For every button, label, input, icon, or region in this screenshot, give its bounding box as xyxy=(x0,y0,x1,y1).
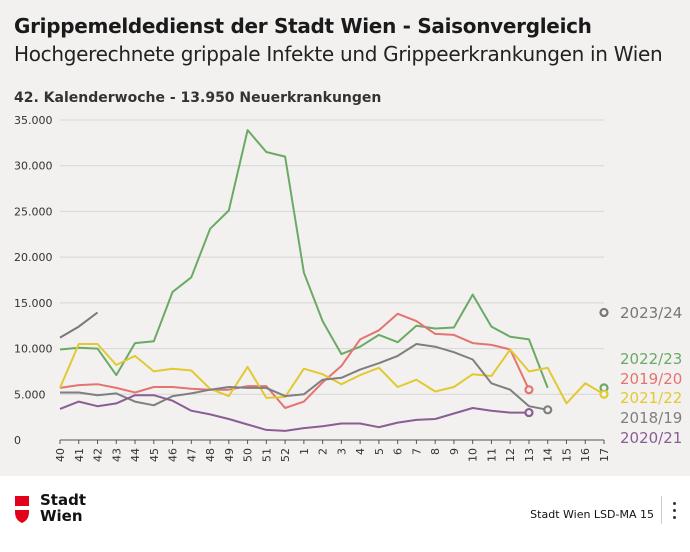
kebab-menu-icon[interactable] xyxy=(661,496,684,524)
series-line xyxy=(59,394,529,432)
legend-label: 2021/22 xyxy=(620,389,682,407)
y-axis-ticks: 0 5.000 10.000 15.000 20.000 25.000 30.000 35.0… xyxy=(14,114,53,447)
x-tick-label: 2 xyxy=(317,448,330,455)
x-tick-label: 46 xyxy=(167,448,180,462)
x-tick-label: 50 xyxy=(242,448,255,462)
x-tick-label: 17 xyxy=(598,448,611,462)
y-tick-label: 0 xyxy=(14,434,21,447)
stadt-wien-logo[interactable]: Stadt Wien xyxy=(14,492,104,532)
x-tick-label: 45 xyxy=(148,448,161,462)
x-tick-label: 40 xyxy=(54,448,67,462)
x-tick-label: 9 xyxy=(448,448,461,455)
legend-label: 2020/21 xyxy=(620,429,682,447)
x-tick-label: 49 xyxy=(223,448,236,462)
x-tick-label: 41 xyxy=(73,448,86,462)
x-tick-label: 52 xyxy=(279,448,292,462)
series-lines xyxy=(59,129,605,432)
series-line xyxy=(59,312,530,409)
menu-dot xyxy=(673,509,676,512)
x-tick-label: 44 xyxy=(129,448,142,462)
chart-subtitle: Hochgerechnete grippale Infekte und Grip… xyxy=(14,42,663,66)
x-tick-label: 15 xyxy=(560,448,573,462)
x-tick-label: 6 xyxy=(392,448,405,455)
x-axis-ticks: 40 41 42 43 44 45 46 47 48 49 50 51 52 1 2 3 4 5 6 7 8 9 10 11 1… xyxy=(54,448,611,462)
x-tick-label: 5 xyxy=(373,448,386,455)
y-tick-label: 10.000 xyxy=(14,343,53,356)
series-end-marker xyxy=(524,407,534,418)
x-tick-label: 48 xyxy=(204,448,217,462)
grid xyxy=(59,119,605,444)
source-label: Stadt Wien LSD-MA 15 xyxy=(530,508,654,521)
x-tick-label: 3 xyxy=(335,448,348,455)
legend-label: 2022/23 xyxy=(620,350,682,368)
x-tick-label: 4 xyxy=(354,448,367,455)
line-chart: 0 5.000 10.000 15.000 20.000 25.000 30.000 35.0… xyxy=(14,114,682,462)
menu-dot xyxy=(673,516,676,519)
series-end-marker xyxy=(543,405,553,415)
logo-text-line-2: Wien xyxy=(40,507,83,525)
y-tick-label: 15.000 xyxy=(14,297,53,310)
logo-text: Stadt Wien xyxy=(40,492,86,524)
series-end-marker xyxy=(599,307,609,318)
chart-title: Grippemeldedienst der Stadt Wien - Saiso… xyxy=(14,14,592,38)
x-tick-label: 16 xyxy=(579,448,592,462)
x-tick-label: 7 xyxy=(410,448,423,455)
y-tick-label: 25.000 xyxy=(14,205,53,218)
x-tick-label: 43 xyxy=(110,448,123,462)
x-tick-label: 12 xyxy=(504,448,517,462)
x-tick-label: 47 xyxy=(185,448,198,462)
footer: Stadt Wien Stadt Wien LSD-MA 15 xyxy=(0,476,690,552)
x-tick-label: 8 xyxy=(429,448,442,455)
menu-dot xyxy=(673,502,676,505)
legend-label: 2023/24 xyxy=(620,304,682,322)
y-tick-label: 20.000 xyxy=(14,251,53,264)
legend-label: 2018/19 xyxy=(620,409,682,427)
logo-text-line-1: Stadt xyxy=(40,491,87,509)
series-line xyxy=(59,129,549,389)
x-tick-label: 10 xyxy=(467,448,480,462)
end-markers xyxy=(524,307,609,418)
legend-label: 2019/20 xyxy=(620,370,682,388)
x-tick-label: 14 xyxy=(542,448,555,462)
series-end-marker xyxy=(524,385,534,395)
y-tick-label: 35.000 xyxy=(14,114,53,127)
x-tick-label: 42 xyxy=(92,448,105,462)
x-tick-label: 13 xyxy=(523,448,536,462)
x-tick-label: 11 xyxy=(485,448,498,462)
y-tick-label: 30.000 xyxy=(14,160,53,173)
wien-shield-icon xyxy=(15,496,29,523)
y-tick-label: 5.000 xyxy=(14,388,46,401)
x-tick-label: 1 xyxy=(298,448,311,455)
series-line xyxy=(59,311,99,339)
series-line xyxy=(60,343,548,411)
series-end-marker xyxy=(599,389,609,399)
x-tick-label: 51 xyxy=(260,448,273,462)
chart-annotation: 42. Kalenderwoche - 13.950 Neuerkrankung… xyxy=(14,90,382,106)
